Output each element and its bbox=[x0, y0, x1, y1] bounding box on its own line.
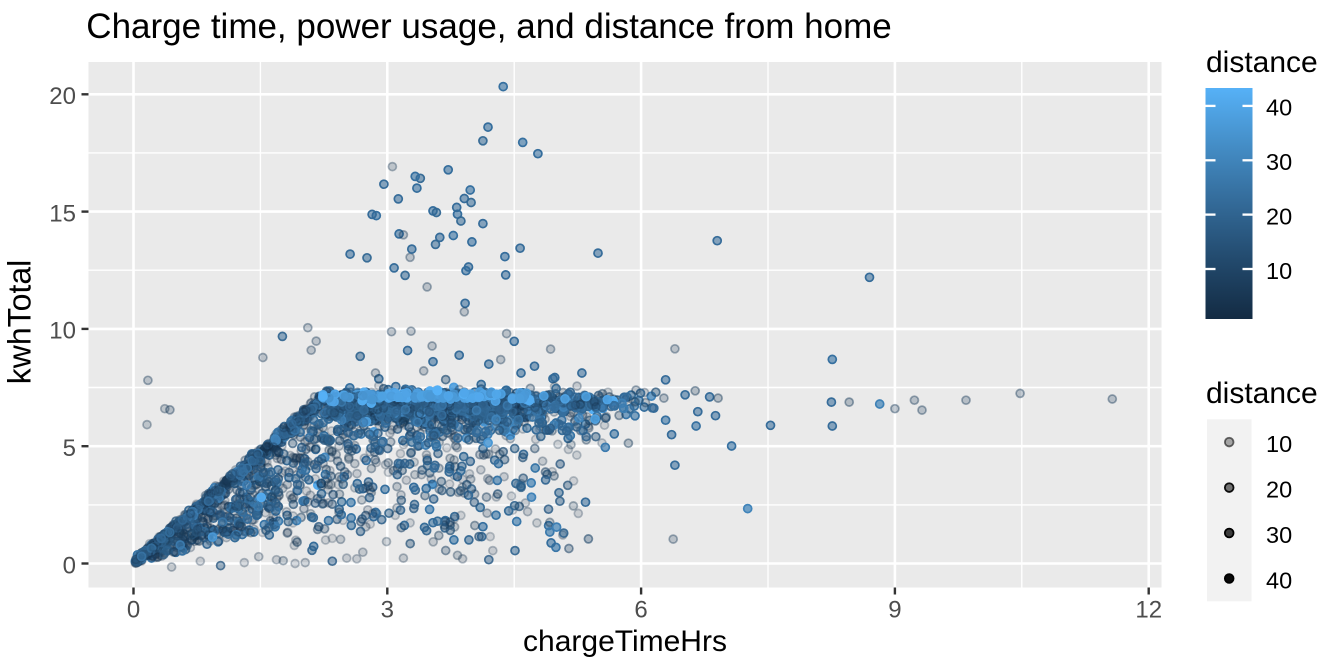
svg-text:10: 10 bbox=[49, 318, 76, 345]
svg-text:12: 12 bbox=[1135, 596, 1162, 623]
svg-text:distance: distance bbox=[1206, 377, 1318, 410]
svg-text:5: 5 bbox=[63, 435, 76, 462]
svg-text:9: 9 bbox=[888, 596, 901, 623]
svg-text:20: 20 bbox=[1266, 203, 1292, 229]
svg-text:20: 20 bbox=[49, 83, 76, 110]
svg-text:distance: distance bbox=[1206, 46, 1318, 79]
svg-text:0: 0 bbox=[127, 596, 140, 623]
svg-text:kwhTotal: kwhTotal bbox=[2, 260, 38, 385]
svg-text:Charge time, power usage, and: Charge time, power usage, and distance f… bbox=[86, 7, 891, 46]
svg-text:0: 0 bbox=[63, 552, 76, 579]
svg-text:40: 40 bbox=[1266, 567, 1292, 593]
svg-text:chargeTimeHrs: chargeTimeHrs bbox=[523, 625, 727, 658]
svg-text:20: 20 bbox=[1266, 476, 1292, 502]
svg-text:40: 40 bbox=[1266, 95, 1292, 121]
svg-text:6: 6 bbox=[634, 596, 647, 623]
svg-text:3: 3 bbox=[381, 596, 394, 623]
svg-text:30: 30 bbox=[1266, 522, 1292, 548]
svg-text:10: 10 bbox=[1266, 431, 1292, 457]
svg-text:15: 15 bbox=[49, 200, 76, 227]
svg-text:10: 10 bbox=[1266, 258, 1292, 284]
svg-text:30: 30 bbox=[1266, 149, 1292, 175]
